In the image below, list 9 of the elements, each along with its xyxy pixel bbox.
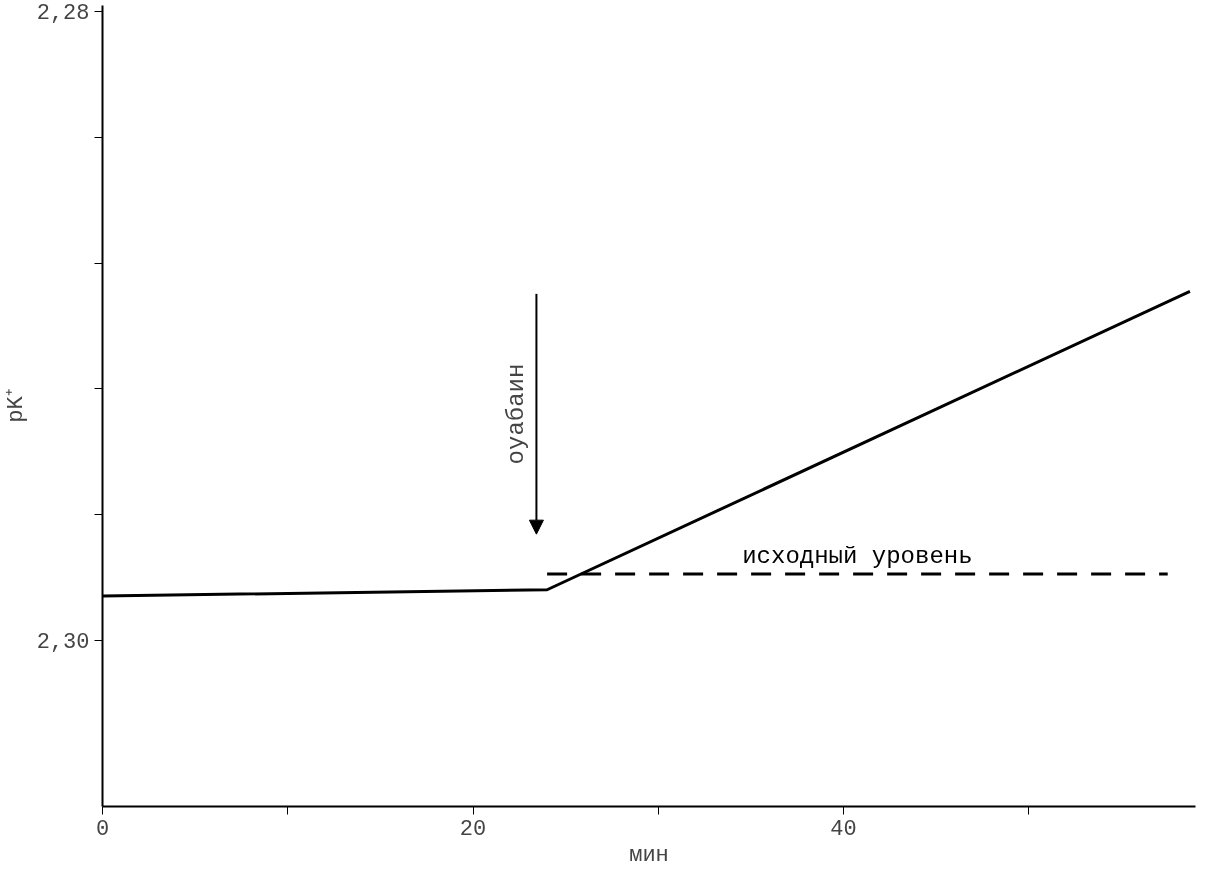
y-tick-label: 2,30 [36,629,90,655]
x-axis-title: мин [629,842,669,868]
series-label: исходный уровень [742,543,973,571]
x-tick-label: 0 [95,816,110,842]
annotation: оуабаин [503,363,531,465]
y-axis-title: pK⁺ [3,389,29,423]
x-tick-label: 20 [459,816,487,842]
y-tick-label: 2,28 [36,1,90,27]
x-tick-label: 40 [830,816,857,842]
